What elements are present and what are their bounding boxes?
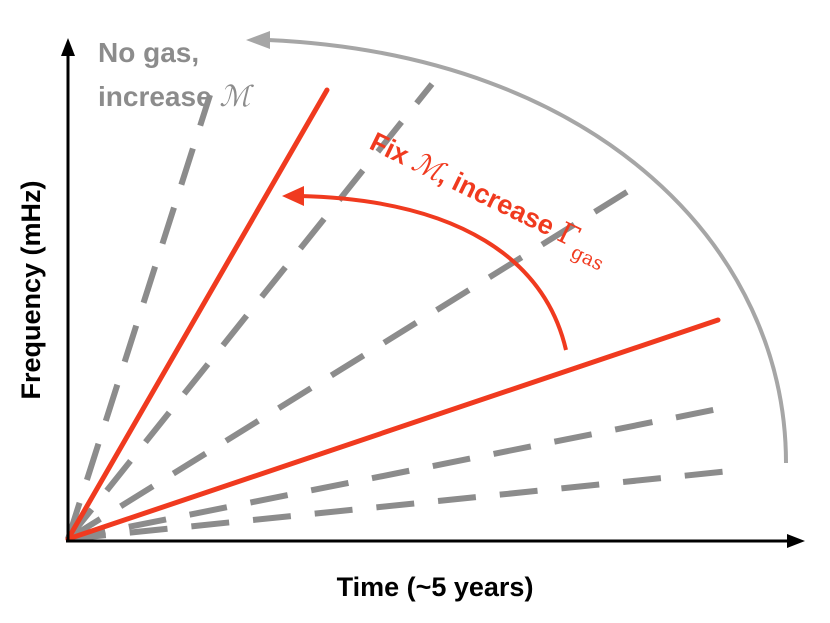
red-arc-arrowhead <box>282 186 304 206</box>
red-annotation: Fix ℳ, increase Γgas <box>362 124 615 276</box>
x-axis-arrowhead <box>787 534 805 548</box>
dashed-line-steepest <box>65 94 213 540</box>
solid-red-lines <box>65 87 721 542</box>
gray-annotation-prefix: increase <box>98 81 219 112</box>
gray-annotation-line1: No gas, <box>98 37 199 68</box>
red-annotation-middle: , increase <box>434 160 566 245</box>
red-annotation-text: Fix ℳ, increase Γgas <box>362 124 615 276</box>
gray-annotation-line2: increase ℳ <box>98 79 254 113</box>
gray-annotation: No gas, increase ℳ <box>98 37 254 113</box>
dashed-line-3 <box>66 187 632 542</box>
gray-arc-arrow <box>246 31 788 464</box>
gray-arc-arrowhead <box>246 31 270 49</box>
dashed-gray-lines <box>65 82 741 542</box>
dashed-line-4 <box>67 406 719 542</box>
red-line-steep <box>65 87 330 542</box>
y-axis-label: Frequency (mHz) <box>16 180 46 399</box>
gray-chirp-mass-symbol: ℳ <box>219 79 254 113</box>
red-line-shallow <box>65 317 721 542</box>
x-axis-label: Time (~5 years) <box>337 572 534 602</box>
axes <box>66 52 790 543</box>
dashed-line-shallowest <box>67 467 741 542</box>
red-arc-arrow <box>282 186 568 351</box>
gray-arc <box>267 38 788 464</box>
red-arc <box>299 194 568 351</box>
dashed-line-2 <box>65 82 435 541</box>
y-axis-arrowhead <box>61 38 75 56</box>
